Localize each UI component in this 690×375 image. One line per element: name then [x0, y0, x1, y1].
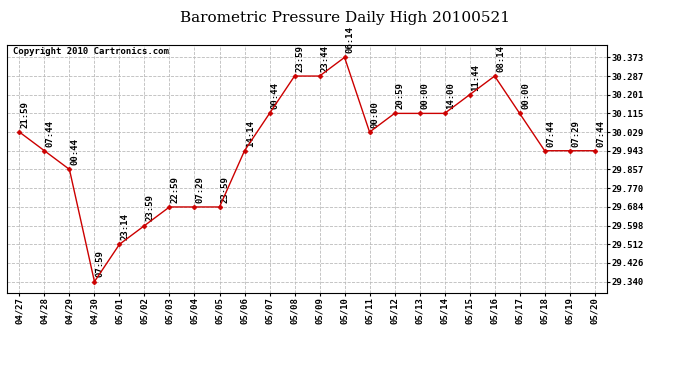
Text: 07:29: 07:29: [196, 176, 205, 203]
Text: 23:59: 23:59: [221, 176, 230, 203]
Text: 11:44: 11:44: [471, 64, 480, 90]
Text: 23:59: 23:59: [146, 195, 155, 222]
Text: 00:00: 00:00: [421, 82, 430, 109]
Text: 22:59: 22:59: [171, 176, 180, 203]
Text: 21:59: 21:59: [21, 101, 30, 128]
Text: 07:44: 07:44: [596, 120, 605, 147]
Text: 07:29: 07:29: [571, 120, 580, 147]
Text: 14:14: 14:14: [246, 120, 255, 147]
Text: 23:14: 23:14: [121, 213, 130, 240]
Text: Barometric Pressure Daily High 20100521: Barometric Pressure Daily High 20100521: [180, 11, 510, 25]
Text: 23:59: 23:59: [296, 45, 305, 72]
Text: 06:14: 06:14: [346, 26, 355, 53]
Text: 20:59: 20:59: [396, 82, 405, 109]
Text: 07:59: 07:59: [96, 251, 105, 278]
Text: 14:00: 14:00: [446, 82, 455, 109]
Text: 07:44: 07:44: [546, 120, 555, 147]
Text: 23:44: 23:44: [321, 45, 330, 72]
Text: 00:00: 00:00: [371, 101, 380, 128]
Text: 00:00: 00:00: [521, 82, 530, 109]
Text: Copyright 2010 Cartronics.com: Copyright 2010 Cartronics.com: [13, 48, 169, 57]
Text: 00:44: 00:44: [71, 138, 80, 165]
Text: 00:44: 00:44: [271, 82, 280, 109]
Text: 08:14: 08:14: [496, 45, 505, 72]
Text: 07:44: 07:44: [46, 120, 55, 147]
